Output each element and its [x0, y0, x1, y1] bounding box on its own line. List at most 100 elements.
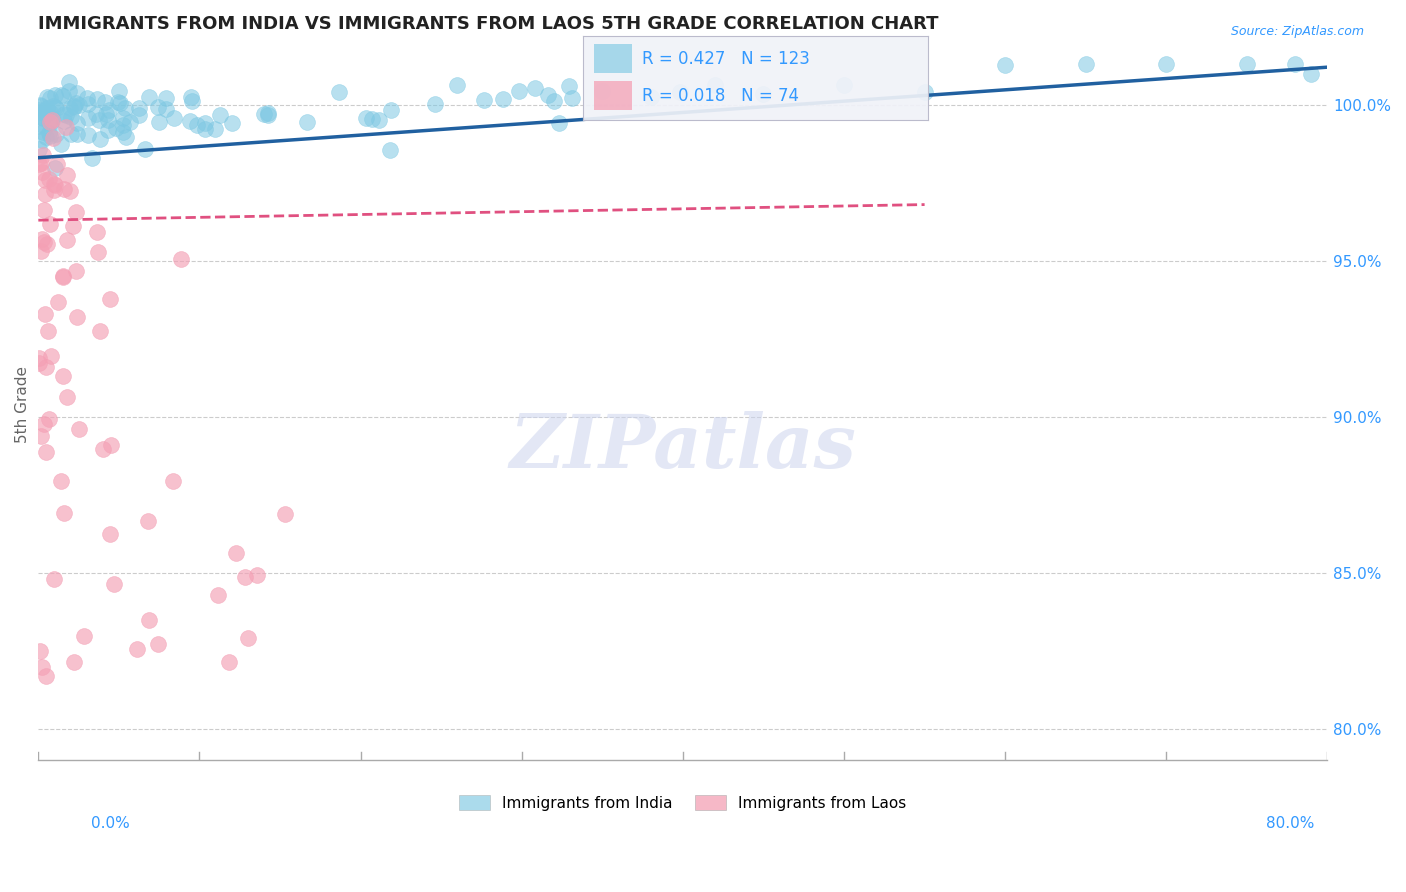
- Point: [44, 88, 66, 103]
- Point: [120, 115, 142, 129]
- Point: [63, 655, 86, 669]
- Point: [225, 546, 247, 560]
- Point: [30, 99, 52, 113]
- Point: [51, 136, 73, 151]
- Point: [35, 669, 58, 683]
- Point: [66, 310, 89, 324]
- Point: [207, 588, 229, 602]
- Point: [86, 245, 108, 260]
- Point: [51, 87, 73, 102]
- Point: [52, 89, 75, 103]
- Point: [86, 225, 108, 239]
- Point: [84, 107, 107, 121]
- Point: [35, 359, 58, 374]
- Point: [246, 568, 269, 582]
- Point: [378, 143, 401, 157]
- Point: [39, 349, 62, 363]
- Point: [45, 127, 67, 141]
- Point: [28, 356, 51, 370]
- Point: [328, 85, 350, 99]
- Point: [31, 104, 53, 119]
- Point: [66, 128, 89, 142]
- Point: [56, 168, 79, 182]
- Point: [28, 117, 51, 131]
- Point: [367, 112, 389, 127]
- Point: [108, 85, 131, 99]
- Point: [59, 184, 82, 198]
- Point: [30, 97, 52, 112]
- Point: [53, 113, 76, 128]
- Point: [97, 123, 120, 137]
- Point: [52, 368, 75, 383]
- Point: [561, 91, 583, 105]
- Point: [58, 75, 80, 89]
- Point: [89, 112, 111, 127]
- Point: [60, 110, 83, 124]
- Point: [59, 128, 82, 142]
- Point: [257, 106, 280, 120]
- Point: [1236, 57, 1258, 71]
- Point: [42, 99, 65, 113]
- Point: [39, 218, 62, 232]
- Point: [380, 103, 402, 117]
- Point: [31, 232, 53, 246]
- Point: [138, 613, 160, 627]
- Point: [30, 110, 52, 124]
- Point: [32, 105, 55, 120]
- Point: [112, 125, 135, 139]
- Point: [115, 129, 138, 144]
- Text: IMMIGRANTS FROM INDIA VS IMMIGRANTS FROM LAOS 5TH GRADE CORRELATION CHART: IMMIGRANTS FROM INDIA VS IMMIGRANTS FROM…: [38, 15, 939, 33]
- Point: [914, 85, 936, 99]
- Point: [28, 103, 51, 117]
- Point: [218, 655, 240, 669]
- Point: [44, 161, 66, 175]
- Point: [67, 98, 90, 112]
- Point: [204, 121, 226, 136]
- Point: [35, 445, 58, 459]
- Point: [52, 270, 75, 285]
- Point: [38, 128, 60, 143]
- Point: [257, 108, 280, 122]
- Point: [38, 172, 60, 186]
- Text: R = 0.018   N = 74: R = 0.018 N = 74: [643, 87, 799, 105]
- Point: [1301, 67, 1323, 81]
- Point: [65, 204, 87, 219]
- Point: [51, 475, 73, 489]
- Point: [111, 111, 134, 125]
- Point: [41, 111, 63, 125]
- Point: [44, 183, 66, 197]
- Point: [30, 428, 52, 442]
- Point: [38, 91, 60, 105]
- Text: ZIPatlas: ZIPatlas: [509, 411, 856, 483]
- Point: [128, 101, 150, 115]
- Point: [98, 292, 121, 306]
- Point: [59, 101, 82, 115]
- Point: [62, 219, 84, 234]
- Point: [38, 114, 60, 128]
- Point: [55, 390, 77, 404]
- Point: [162, 474, 184, 488]
- Point: [37, 324, 59, 338]
- Point: [704, 78, 727, 92]
- Point: [233, 570, 256, 584]
- Point: [98, 103, 121, 117]
- Point: [138, 89, 160, 103]
- Point: [96, 107, 118, 121]
- Point: [32, 202, 55, 217]
- Point: [63, 98, 86, 112]
- Point: [543, 94, 565, 108]
- Point: [238, 631, 260, 645]
- Point: [180, 95, 202, 109]
- Point: [253, 107, 276, 121]
- Point: [155, 103, 177, 117]
- Point: [52, 107, 75, 121]
- Y-axis label: 5th Grade: 5th Grade: [15, 366, 30, 443]
- Point: [66, 86, 89, 100]
- Point: [295, 115, 318, 129]
- Point: [77, 96, 100, 111]
- Point: [67, 422, 90, 436]
- Point: [66, 116, 89, 130]
- Text: 0.0%: 0.0%: [91, 816, 131, 831]
- Point: [42, 130, 65, 145]
- Point: [34, 308, 56, 322]
